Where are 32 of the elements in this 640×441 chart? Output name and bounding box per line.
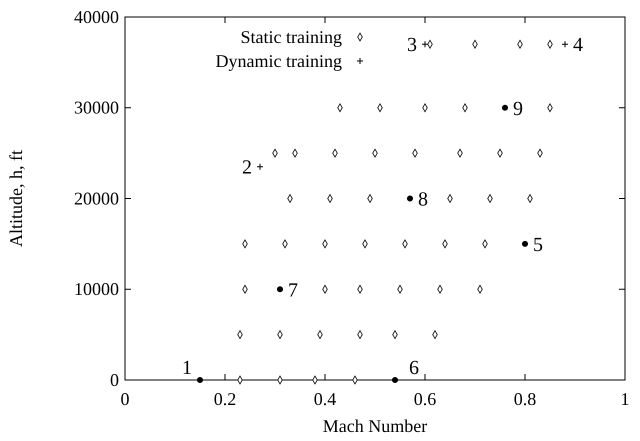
y-tick-label: 0: [110, 370, 119, 390]
point: [502, 104, 508, 111]
legend-label: Dynamic training: [216, 51, 342, 71]
point: [392, 376, 398, 384]
point: [276, 286, 284, 292]
legend-label: Static training: [240, 27, 342, 47]
x-tick-label: 0.4: [314, 388, 336, 409]
y-tick-label: 20000: [74, 188, 119, 208]
x-tick-label: 0.2: [214, 388, 236, 409]
point: [422, 40, 428, 48]
point: [406, 195, 414, 202]
y-tick-label: 30000: [74, 98, 119, 118]
x-tick-label: 0.8: [514, 388, 536, 409]
x-axis-title: Mach Number: [322, 416, 428, 436]
y-axis-title: Altitude, h, ft: [6, 150, 26, 247]
annotation: 1: [182, 357, 192, 379]
annotation: 6: [409, 357, 419, 379]
x-tick-label: 0.6: [414, 388, 436, 409]
annotation: 8: [418, 188, 428, 210]
x-tick-label: 1: [620, 388, 630, 409]
annotation: 4: [573, 34, 583, 56]
point: [256, 163, 264, 170]
point: [562, 40, 568, 48]
y-tick-label: 40000: [74, 6, 119, 27]
point: [196, 376, 204, 384]
annotation: 2: [242, 156, 252, 179]
y-tick-label: 10000: [74, 279, 119, 300]
annotation: 7: [288, 279, 298, 302]
point: [522, 240, 528, 247]
annotation: 9: [513, 98, 523, 120]
annotation: 3: [407, 34, 417, 56]
annotation: 5: [533, 234, 543, 256]
